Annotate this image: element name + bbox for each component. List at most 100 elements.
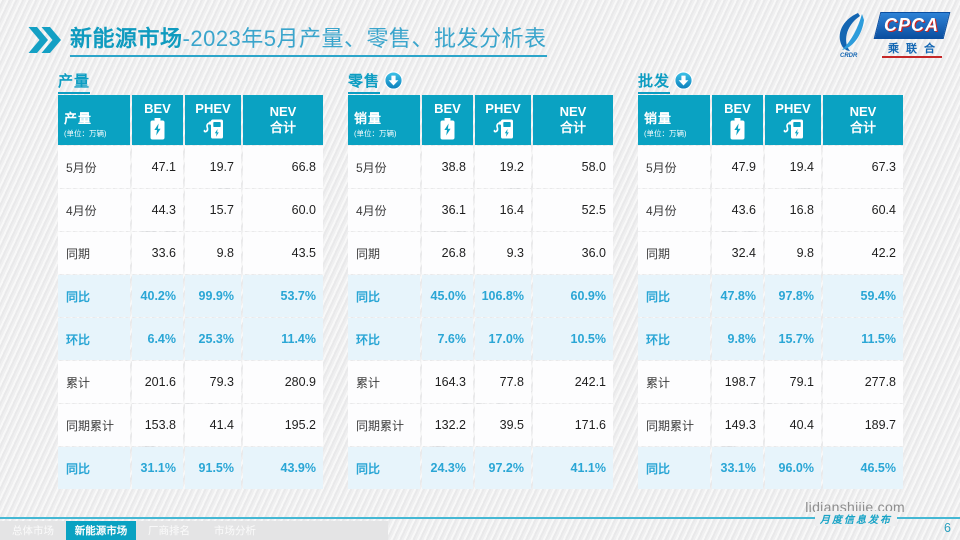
phev-value: 77.8 xyxy=(475,361,531,403)
row-label: 同期 xyxy=(58,232,130,274)
row-label: 5月份 xyxy=(58,146,130,188)
row-label: 累计 xyxy=(58,361,130,403)
tab-overall-market[interactable]: 总体市场 xyxy=(12,525,54,537)
down-arrow-icon xyxy=(384,71,403,90)
charger-icon xyxy=(783,119,803,138)
row-label: 同比 xyxy=(638,275,710,317)
page-title-bold: 新能源市场 xyxy=(70,26,183,51)
row-label: 环比 xyxy=(638,318,710,360)
nev-header-cell: NEV 合计 xyxy=(823,95,903,145)
nev-value: 10.5% xyxy=(533,318,613,360)
page-title-rest: -2023年5月产量、零售、批发分析表 xyxy=(182,26,547,51)
nev-value: 43.5 xyxy=(243,232,323,274)
logo-cpca-badge: CPCA xyxy=(873,12,951,39)
phev-value: 16.4 xyxy=(475,189,531,231)
row-label: 5月份 xyxy=(348,146,420,188)
bev-value: 47.8% xyxy=(712,275,763,317)
bev-header-cell: BEV xyxy=(712,95,763,145)
charger-icon xyxy=(203,119,223,138)
row-label: 同期 xyxy=(348,232,420,274)
double-chevron-icon xyxy=(28,27,61,53)
bev-value: 9.8% xyxy=(712,318,763,360)
phev-value: 25.3% xyxy=(185,318,241,360)
battery-icon xyxy=(440,117,455,139)
nev-value: 11.4% xyxy=(243,318,323,360)
row-label: 累计 xyxy=(348,361,420,403)
phev-value: 40.4 xyxy=(765,404,821,446)
bev-value: 31.1% xyxy=(132,447,183,489)
phev-value: 19.2 xyxy=(475,146,531,188)
row-label: 同比 xyxy=(638,447,710,489)
nev-value: 171.6 xyxy=(533,404,613,446)
phev-header-cell: PHEV xyxy=(475,95,531,145)
phev-value: 17.0% xyxy=(475,318,531,360)
phev-header-cell: PHEV xyxy=(185,95,241,145)
row-label: 同期累计 xyxy=(638,404,710,446)
nev-value: 67.3 xyxy=(823,146,903,188)
phev-value: 79.3 xyxy=(185,361,241,403)
footer-divider xyxy=(0,517,960,519)
nev-value: 36.0 xyxy=(533,232,613,274)
bev-value: 201.6 xyxy=(132,361,183,403)
logo-subtext: 乘联合 xyxy=(882,43,942,58)
nev-value: 46.5% xyxy=(823,447,903,489)
phev-value: 41.4 xyxy=(185,404,241,446)
tab-manufacturer-ranking[interactable]: 厂商排名 xyxy=(148,525,190,537)
battery-icon xyxy=(150,117,165,139)
bev-value: 36.1 xyxy=(422,189,473,231)
tab-market-analysis[interactable]: 市场分析 xyxy=(214,525,256,537)
bev-value: 47.1 xyxy=(132,146,183,188)
nev-value: 280.9 xyxy=(243,361,323,403)
bev-value: 164.3 xyxy=(422,361,473,403)
row-label: 4月份 xyxy=(348,189,420,231)
page-number: 6 xyxy=(944,521,951,535)
phev-value: 97.2% xyxy=(475,447,531,489)
phev-value: 9.8 xyxy=(185,232,241,274)
row-label: 4月份 xyxy=(638,189,710,231)
nev-value: 60.0 xyxy=(243,189,323,231)
unit-header-cell: 销量 (单位：万辆) xyxy=(348,95,420,145)
phev-value: 39.5 xyxy=(475,404,531,446)
bev-value: 33.6 xyxy=(132,232,183,274)
bev-value: 43.6 xyxy=(712,189,763,231)
nev-value: 52.5 xyxy=(533,189,613,231)
wholesale-table: 销量 (单位：万辆) BEV PHEV NEV 合计 5月份 47.9 19.4 67.3… xyxy=(638,95,903,489)
page-header: 新能源市场-2023年5月产量、零售、批发分析表 xyxy=(28,25,547,57)
phev-value: 9.3 xyxy=(475,232,531,274)
nev-value: 43.9% xyxy=(243,447,323,489)
nev-value: 60.9% xyxy=(533,275,613,317)
phev-value: 15.7 xyxy=(185,189,241,231)
row-label: 同比 xyxy=(58,275,130,317)
nev-header-cell: NEV 合计 xyxy=(243,95,323,145)
nev-value: 11.5% xyxy=(823,318,903,360)
nev-header-cell: NEV 合计 xyxy=(533,95,613,145)
bev-header-cell: BEV xyxy=(132,95,183,145)
bev-value: 38.8 xyxy=(422,146,473,188)
battery-icon xyxy=(730,117,745,139)
row-label: 同比 xyxy=(348,447,420,489)
section-title-production: 产量 xyxy=(58,70,91,94)
unit-header-cell: 产量 (单位：万辆) xyxy=(58,95,130,145)
bev-value: 6.4% xyxy=(132,318,183,360)
phev-value: 106.8% xyxy=(475,275,531,317)
logo-swoosh-icon: CRDR xyxy=(839,13,864,58)
bev-value: 153.8 xyxy=(132,404,183,446)
phev-value: 19.4 xyxy=(765,146,821,188)
bev-value: 47.9 xyxy=(712,146,763,188)
phev-value: 99.9% xyxy=(185,275,241,317)
tab-nev-market[interactable]: 新能源市场 xyxy=(66,521,136,540)
bev-value: 132.2 xyxy=(422,404,473,446)
cpca-logo: CRDR CPCA 乘联合 xyxy=(832,12,951,58)
nev-value: 60.4 xyxy=(823,189,903,231)
bev-value: 33.1% xyxy=(712,447,763,489)
unit-header-cell: 销量 (单位：万辆) xyxy=(638,95,710,145)
row-label: 累计 xyxy=(638,361,710,403)
nev-value: 242.1 xyxy=(533,361,613,403)
section-title-retail: 零售 xyxy=(348,70,381,94)
nev-value: 195.2 xyxy=(243,404,323,446)
bev-value: 45.0% xyxy=(422,275,473,317)
section-title-wholesale: 批发 xyxy=(638,70,671,94)
bev-value: 198.7 xyxy=(712,361,763,403)
